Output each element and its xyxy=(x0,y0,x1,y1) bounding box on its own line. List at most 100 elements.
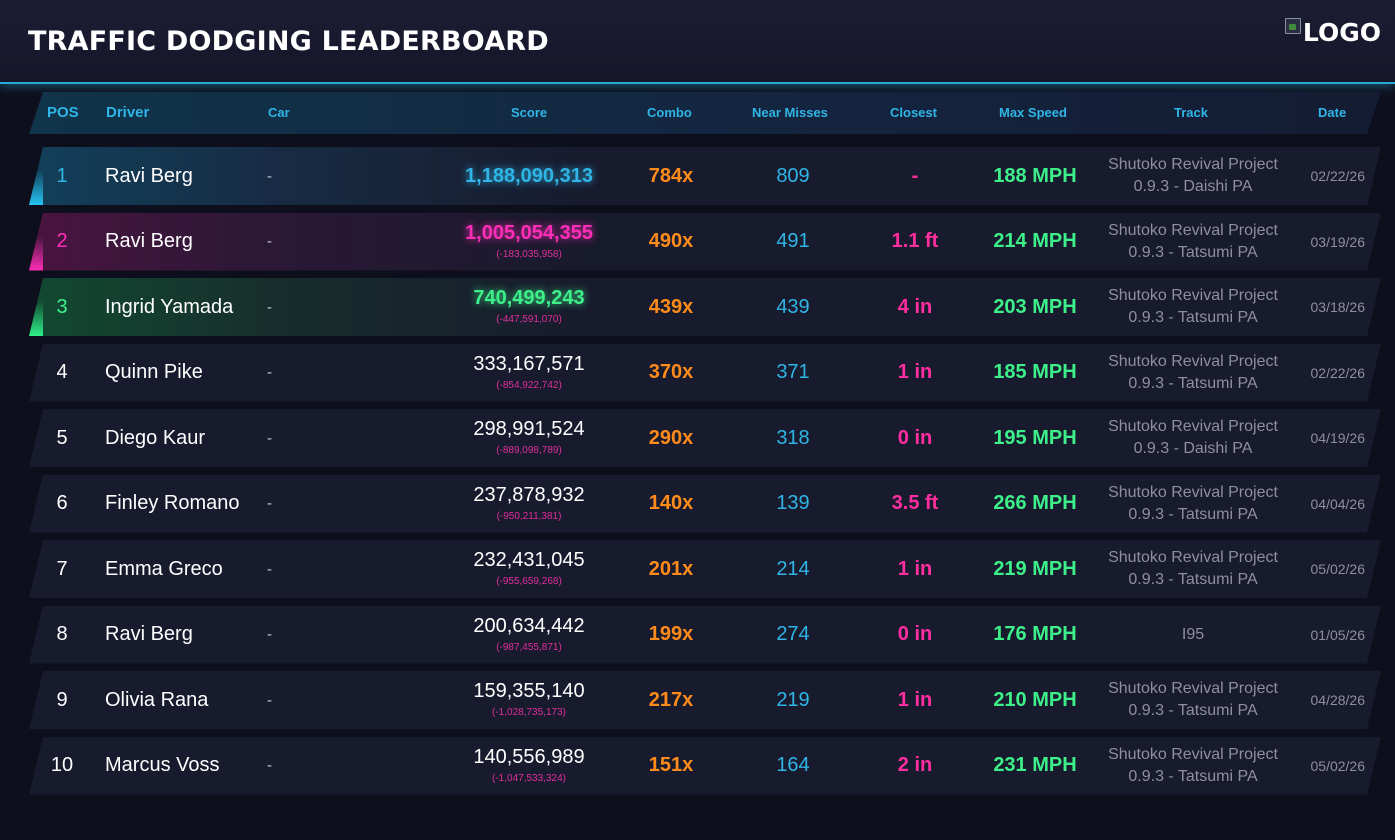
max-speed-value: 203 MPH xyxy=(993,295,1077,318)
car-cell: - xyxy=(267,167,272,185)
date-value: 01/05/26 xyxy=(1310,626,1365,643)
header-bar: TRAFFIC DODGING LEADERBOARD LOGO xyxy=(0,0,1395,84)
column-header-pos[interactable]: POS xyxy=(47,104,79,121)
combo-value: 201x xyxy=(648,557,694,580)
combo-value: 140x xyxy=(648,492,694,514)
table-row[interactable]: 5 Diego Kaur - 298,991,524 (-889,098,789… xyxy=(29,409,1381,467)
column-header-near-misses[interactable]: Near Misses xyxy=(752,105,828,120)
date-value: 05/02/26 xyxy=(1310,561,1365,577)
date-value: 03/18/26 xyxy=(1310,299,1365,315)
date-value: 03/19/26 xyxy=(1310,233,1365,250)
score-value: 740,499,243 xyxy=(473,287,585,309)
track-name: Shutoko Revival Project 0.9.3 - Daishi P… xyxy=(1108,156,1278,195)
table-row[interactable]: 2 Ravi Berg - 1,005,054,355 (-183,035,95… xyxy=(29,213,1381,271)
driver-name: Ingrid Yamada xyxy=(105,295,234,318)
position-cell: 10 xyxy=(50,754,74,776)
position-cell: 6 xyxy=(56,492,68,514)
closest-value: 1 in xyxy=(897,688,933,711)
driver-name: Finley Romano xyxy=(105,492,240,514)
car-cell: - xyxy=(267,429,272,447)
track-name: Shutoko Revival Project 0.9.3 - Tatsumi … xyxy=(1108,549,1278,588)
driver-name: Emma Greco xyxy=(105,557,223,580)
driver-name: Olivia Rana xyxy=(105,688,209,711)
position-cell: 7 xyxy=(56,557,68,580)
combo-value: 217x xyxy=(648,688,694,711)
table-row[interactable]: 6 Finley Romano - 237,878,932 (-950,211,… xyxy=(29,475,1381,533)
car-cell: - xyxy=(267,298,272,316)
table-row[interactable]: 8 Ravi Berg - 200,634,442 (-987,455,871)… xyxy=(29,606,1381,664)
track-name: Shutoko Revival Project 0.9.3 - Tatsumi … xyxy=(1108,483,1278,523)
position-cell: 9 xyxy=(56,688,68,711)
score-difference: (-950,211,381) xyxy=(496,510,562,522)
near-misses-value: 164 xyxy=(776,754,810,776)
combo-value: 199x xyxy=(648,623,694,645)
score-value: 140,556,989 xyxy=(473,745,585,768)
near-misses-value: 491 xyxy=(776,230,810,252)
combo-value: 490x xyxy=(648,230,694,252)
rank-accent-edge xyxy=(29,278,43,336)
near-misses-value: 214 xyxy=(776,557,810,580)
max-speed-value: 214 MPH xyxy=(993,230,1077,252)
date-value: 02/22/26 xyxy=(1310,364,1365,381)
column-header-max-speed[interactable]: Max Speed xyxy=(999,105,1067,120)
rank-accent-edge xyxy=(29,475,43,533)
position-cell: 5 xyxy=(56,426,68,449)
broken-image-icon xyxy=(1284,18,1301,34)
table-row[interactable]: 4 Quinn Pike - 333,167,571 (-854,922,742… xyxy=(29,344,1381,402)
closest-value: 3.5 ft xyxy=(891,492,939,514)
score-difference: (-183,035,958) xyxy=(496,248,562,260)
combo-value: 439x xyxy=(648,295,694,318)
column-header-date[interactable]: Date xyxy=(1318,105,1347,120)
score-cell: 1,188,090,313 xyxy=(429,147,629,205)
max-speed-value: 188 MPH xyxy=(993,164,1077,187)
closest-value: 4 in xyxy=(897,295,933,318)
rank-accent-edge xyxy=(29,737,43,795)
combo-value: 784x xyxy=(648,164,694,187)
column-header-score[interactable]: Score xyxy=(511,105,548,120)
track-name: Shutoko Revival Project 0.9.3 - Tatsumi … xyxy=(1108,352,1278,392)
score-difference: (-854,922,742) xyxy=(496,379,562,391)
score-difference: (-955,659,268) xyxy=(496,576,562,587)
combo-value: 370x xyxy=(648,361,694,383)
date-value: 04/19/26 xyxy=(1310,430,1365,446)
closest-value: 2 in xyxy=(897,754,933,776)
score-cell: 237,878,932 (-950,211,381) xyxy=(429,475,629,533)
near-misses-value: 139 xyxy=(776,492,810,514)
track-name: Shutoko Revival Project 0.9.3 - Tatsumi … xyxy=(1108,221,1278,261)
table-row[interactable]: 1 Ravi Berg - 1,188,090,313 784x 809 - 1… xyxy=(29,147,1381,205)
table-row[interactable]: 7 Emma Greco - 232,431,045 (-955,659,268… xyxy=(29,540,1381,598)
closest-value: 0 in xyxy=(897,426,933,449)
rank-accent-edge xyxy=(29,671,43,729)
score-difference: (-447,591,070) xyxy=(496,314,562,325)
column-header-driver[interactable]: Driver xyxy=(106,104,150,121)
table-row[interactable]: 10 Marcus Voss - 140,556,989 (-1,047,533… xyxy=(29,737,1381,795)
near-misses-value: 274 xyxy=(776,623,810,645)
score-difference: (-1,028,735,173) xyxy=(492,707,566,718)
date-value: 02/22/26 xyxy=(1310,168,1365,184)
position-cell: 3 xyxy=(56,295,68,318)
closest-value: 1.1 ft xyxy=(891,230,939,252)
score-difference: (-889,098,789) xyxy=(496,445,562,456)
max-speed-value: 219 MPH xyxy=(993,557,1077,580)
closest-value: 1 in xyxy=(897,557,933,580)
combo-value: 290x xyxy=(648,426,694,449)
track-name: Shutoko Revival Project 0.9.3 - Tatsumi … xyxy=(1108,745,1278,785)
combo-value: 151x xyxy=(648,754,694,776)
car-cell: - xyxy=(267,364,272,381)
track-name: Shutoko Revival Project 0.9.3 - Tatsumi … xyxy=(1108,680,1278,719)
position-cell: 4 xyxy=(56,361,68,383)
driver-name: Ravi Berg xyxy=(105,164,193,187)
column-header-track[interactable]: Track xyxy=(1174,105,1208,120)
column-header-closest[interactable]: Closest xyxy=(890,105,937,120)
car-cell: - xyxy=(267,626,272,643)
table-row[interactable]: 9 Olivia Rana - 159,355,140 (-1,028,735,… xyxy=(29,671,1381,729)
rank-accent-edge xyxy=(29,147,43,205)
score-difference: (-987,455,871) xyxy=(496,641,562,653)
driver-name: Marcus Voss xyxy=(105,754,220,776)
car-cell: - xyxy=(267,757,272,774)
column-header-combo[interactable]: Combo xyxy=(647,105,692,120)
car-cell: - xyxy=(267,560,272,578)
date-value: 05/02/26 xyxy=(1310,757,1365,774)
table-row[interactable]: 3 Ingrid Yamada - 740,499,243 (-447,591,… xyxy=(29,278,1381,336)
column-header-car[interactable]: Car xyxy=(268,105,290,120)
